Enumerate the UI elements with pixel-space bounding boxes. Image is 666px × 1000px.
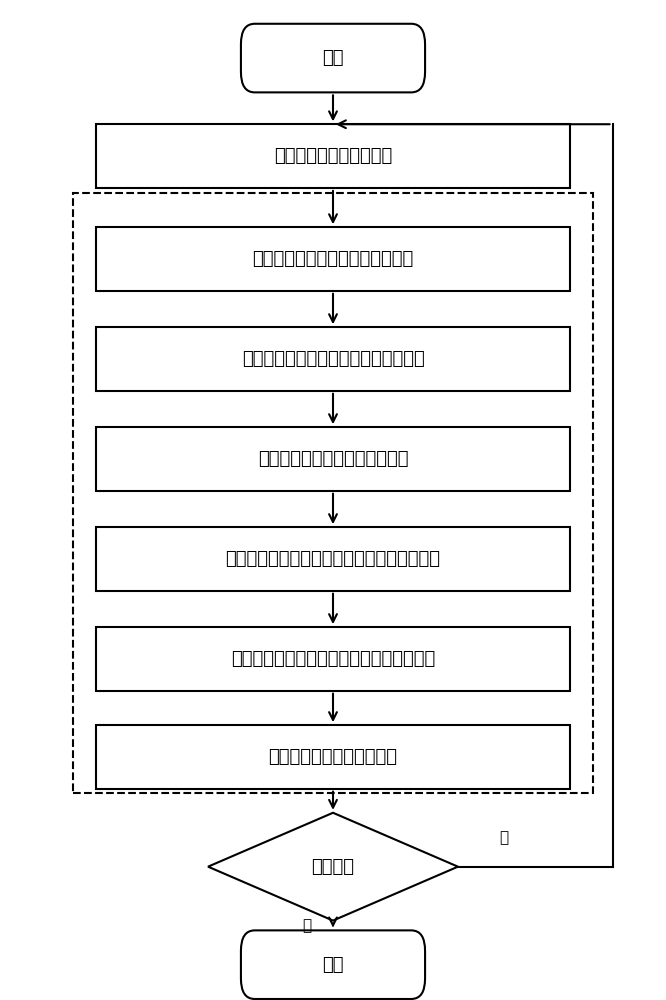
Text: 计算当前时刻权値向量梯度平方指数加权平均: 计算当前时刻权値向量梯度平方指数加权平均 [226,550,440,568]
Bar [73,193,593,793]
Bar [97,124,569,188]
Bar [97,327,569,391]
Bar [97,725,569,789]
Text: 结束: 结束 [322,956,344,974]
Text: 正弦信号发生器产生当前时刻信号: 正弦信号发生器产生当前时刻信号 [252,250,414,268]
Text: 否: 否 [500,830,509,845]
Text: 计算当前时刻权値梯度估计向量: 计算当前时刻权値梯度估计向量 [258,450,408,468]
Text: 开始: 开始 [322,49,344,67]
Bar [97,427,569,491]
Text: 根据变步长梯度下降更新当前时刻权値向量: 根据变步长梯度下降更新当前时刻权値向量 [231,650,435,668]
Text: 初始化自适应滤波器权値: 初始化自适应滤波器权値 [274,147,392,165]
Text: 试验结束: 试验结束 [312,858,354,876]
Bar [97,527,569,591]
FancyBboxPatch shape [241,930,425,999]
Text: 获取反馈响应信号并计算当前时刻误差: 获取反馈响应信号并计算当前时刻误差 [242,350,424,368]
Bar [97,627,569,691]
Text: 是: 是 [302,918,311,933]
Bar [97,227,569,291]
Text: 自适应滤波器计算输出信号: 自适应滤波器计算输出信号 [268,748,398,766]
FancyBboxPatch shape [241,24,425,92]
Polygon shape [208,813,458,921]
